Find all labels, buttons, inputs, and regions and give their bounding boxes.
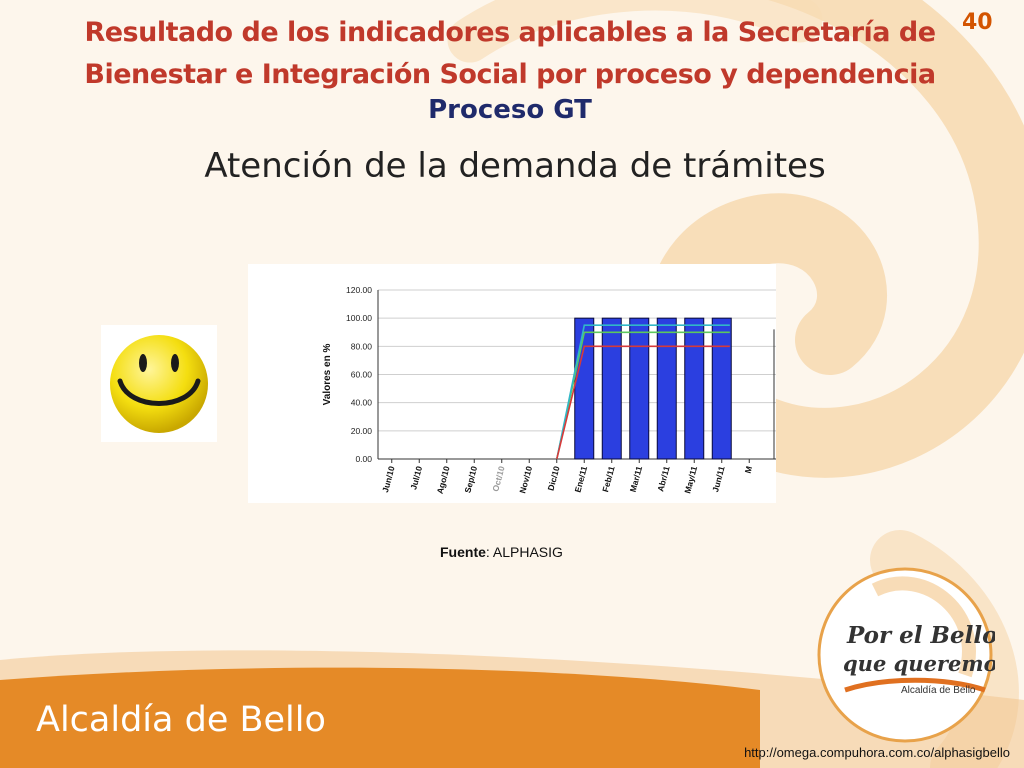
source-value: : ALPHASIG <box>485 544 563 560</box>
x-tick-label: Dic/10 <box>546 465 562 492</box>
x-tick-label: Nov/10 <box>517 465 534 495</box>
y-tick-label: 0.00 <box>355 454 372 464</box>
series-line <box>556 324 730 460</box>
y-tick-label: 40.00 <box>351 398 373 408</box>
x-tick-label: Feb/11 <box>600 465 617 493</box>
y-tick-label: 120.00 <box>346 285 372 295</box>
x-tick-label: Jul/10 <box>408 465 424 491</box>
por-el-bello-logo: Por el Bello que queremos Alcaldía de Be… <box>815 565 1010 745</box>
x-tick-label: Abr/11 <box>655 465 671 493</box>
x-tick-label: May/11 <box>682 465 699 495</box>
bar <box>656 317 677 460</box>
source-label: Fuente <box>440 544 486 560</box>
x-tick-label: Jun/11 <box>710 465 727 493</box>
source-note: Fuente: ALPHASIG <box>440 544 563 560</box>
slide-subtitle: Proceso GT <box>428 95 592 125</box>
y-tick-label: 20.00 <box>351 426 373 436</box>
bar <box>574 317 595 460</box>
indicator-heading: Atención de la demanda de trámites <box>204 146 826 186</box>
x-tick-label: Oct/10 <box>490 465 506 493</box>
bar <box>601 317 622 460</box>
smiley-face-icon <box>101 325 217 442</box>
slide-title: Resultado de los indicadores aplicables … <box>84 17 936 90</box>
y-tick-label: 60.00 <box>351 370 373 380</box>
page-number: 40 <box>962 10 993 35</box>
bar <box>711 317 732 460</box>
series-line <box>556 345 730 460</box>
logo-line2: que queremos <box>843 651 995 676</box>
logo-caption: Alcaldía de Bello <box>901 685 976 696</box>
x-tick-label: Ago/10 <box>435 465 452 495</box>
x-tick-label: M <box>743 465 754 474</box>
y-axis-label: Valores en % <box>322 344 333 406</box>
bar <box>684 317 705 460</box>
indicator-chart: 0.00 20.00 40.00 60.00 80.00 100.00 120.00 Valo… <box>248 264 776 503</box>
series-line <box>556 331 730 460</box>
y-tick-label: 80.00 <box>351 341 373 351</box>
y-tick-label: 100.00 <box>346 313 372 323</box>
x-tick-label: Mar/11 <box>628 465 645 493</box>
logo-line1: Por el Bello <box>846 622 995 649</box>
x-tick-label: Jun/10 <box>380 465 397 494</box>
brand-name: Alcaldía de Bello <box>36 700 326 740</box>
footer-url: http://omega.compuhora.com.co/alphasigbe… <box>744 745 1010 760</box>
bar <box>629 317 650 460</box>
x-tick-label: Sep/10 <box>462 465 479 494</box>
x-tick-label: Ene/11 <box>573 465 590 494</box>
